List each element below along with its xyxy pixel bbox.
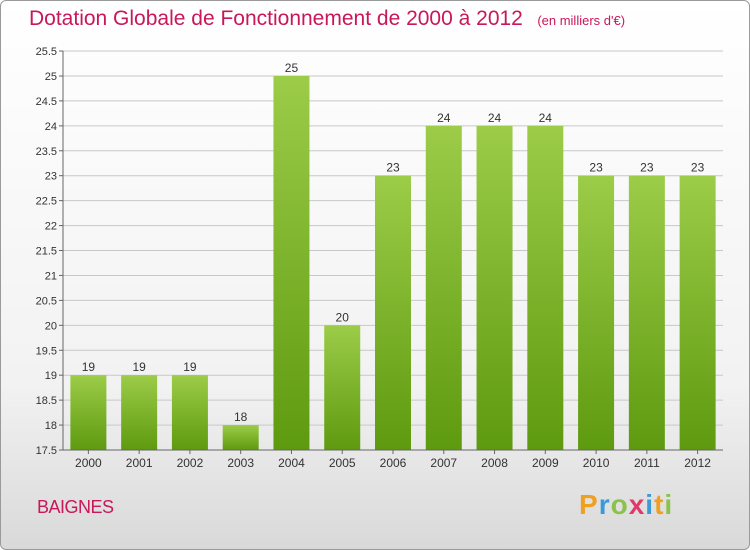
- bar: [375, 175, 411, 450]
- bar-value-label: 24: [437, 111, 451, 125]
- y-tick-label: 19.5: [36, 345, 57, 357]
- bar-value-label: 23: [589, 161, 603, 175]
- bar: [222, 425, 259, 450]
- y-tick-label: 22: [45, 221, 57, 233]
- x-tick-label: 2006: [380, 456, 407, 470]
- bars: [70, 75, 716, 450]
- bar-value-label: 19: [132, 360, 146, 374]
- logo-letter: t: [654, 489, 665, 520]
- logo-letter: i: [664, 489, 674, 520]
- bar: [425, 125, 462, 450]
- bar: [70, 375, 107, 450]
- bar: [628, 175, 665, 450]
- logo-letter: x: [628, 489, 646, 520]
- commune-name: BAIGNES: [37, 497, 114, 517]
- x-tick-label: 2009: [532, 456, 559, 470]
- bar: [324, 325, 361, 450]
- x-tick-label: 2000: [75, 456, 102, 470]
- bar: [476, 125, 513, 450]
- chart-unit-note: (en milliers d'€): [537, 13, 626, 28]
- x-tick-label: 2003: [227, 456, 254, 470]
- bar: [273, 75, 310, 450]
- x-tick-label: 2008: [481, 456, 508, 470]
- bar: [679, 175, 716, 450]
- chart-title: Dotation Globale de Fonctionnement de 20…: [29, 7, 523, 30]
- x-tick-label: 2012: [684, 456, 711, 470]
- bar-value-label: 24: [539, 111, 553, 125]
- y-tick-label: 22.5: [36, 196, 57, 208]
- y-tick-label: 21.5: [36, 246, 57, 258]
- y-tick-label: 17.5: [36, 445, 57, 457]
- bar-value-label: 19: [82, 360, 96, 374]
- bar-value-label: 25: [285, 61, 299, 75]
- x-tick-label: 2004: [278, 456, 305, 470]
- bar-value-label: 18: [234, 410, 248, 424]
- y-tick-label: 20.5: [36, 295, 57, 307]
- logo-letter: i: [645, 489, 655, 520]
- y-tick-label: 18.5: [36, 395, 57, 407]
- y-tick-label: 25: [45, 71, 57, 83]
- y-tick-label: 19: [45, 370, 57, 382]
- bar: [121, 375, 158, 450]
- x-tick-label: 2005: [329, 456, 356, 470]
- x-tick-label: 2011: [634, 456, 660, 470]
- bar: [527, 125, 564, 450]
- logo-letter: o: [610, 489, 629, 520]
- logo-letter: P: [579, 489, 599, 520]
- y-tick-label: 25.5: [36, 46, 57, 58]
- y-tick-label: 24.5: [36, 96, 57, 108]
- bar-value-label: 20: [336, 310, 350, 324]
- bar-value-label: 23: [386, 161, 400, 175]
- chart-title-block: Dotation Globale de Fonctionnement de 20…: [29, 7, 625, 31]
- y-tick-label: 23: [45, 171, 57, 183]
- y-tick-label: 18: [45, 420, 57, 432]
- x-tick-label: 2010: [583, 456, 610, 470]
- y-tick-label: 24: [45, 121, 57, 133]
- x-tick-label: 2002: [177, 456, 204, 470]
- bar-value-label: 23: [640, 161, 654, 175]
- labels: 17.5 18 18.5 19 19.5 20 20.5 21 21.5 22 22.5 23 23.5…: [36, 46, 712, 470]
- x-tick-label: 2007: [430, 456, 457, 470]
- bar-value-label: 24: [488, 111, 502, 125]
- bar-value-label: 19: [183, 360, 197, 374]
- proxiti-logo: Proxiti: [579, 489, 673, 521]
- logo-letter: r: [598, 489, 611, 520]
- y-tick-label: 20: [45, 320, 57, 332]
- bar-value-label: 23: [691, 161, 705, 175]
- y-tick-label: 21: [45, 270, 57, 282]
- x-tick-label: 2001: [126, 456, 153, 470]
- y-tick-label: 23.5: [36, 146, 57, 158]
- bar: [171, 375, 208, 450]
- axes: [59, 50, 723, 454]
- bar: [578, 175, 615, 450]
